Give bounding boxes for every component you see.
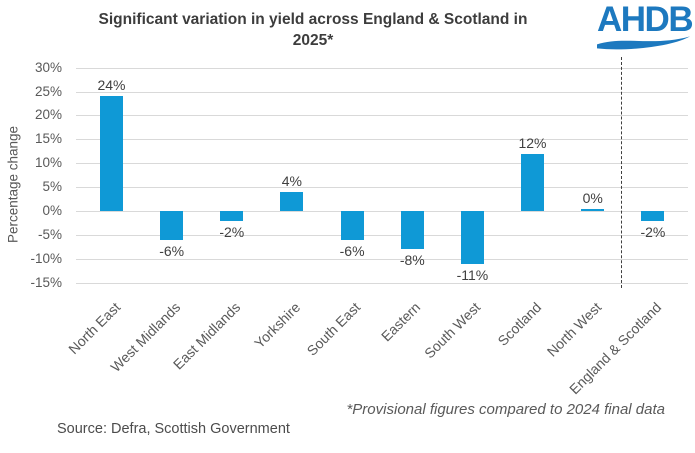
bar-eastern	[400, 211, 424, 250]
data-label-west-midlands: -6%	[159, 242, 185, 259]
y-axis-tick-label: -10%	[30, 250, 62, 266]
y-axis-tick-label: 10%	[34, 155, 62, 171]
data-label-east-midlands: -2%	[219, 223, 245, 240]
y-axis-tick-label: 0%	[42, 203, 62, 218]
ahdb-logo-text: AHDB	[597, 0, 694, 39]
chart-title-line2: 2025*	[292, 32, 334, 49]
data-label-south-east: -6%	[339, 242, 365, 259]
gridline	[76, 163, 688, 165]
y-axis-tick-label: -5%	[37, 226, 62, 242]
gridline	[76, 139, 688, 141]
y-axis-tick-label: 30%	[34, 59, 62, 75]
gridline	[76, 211, 688, 212]
ahdb-logo-wave-icon	[597, 36, 691, 50]
data-label-yorkshire: 4%	[281, 172, 302, 189]
x-axis-label-north-east: North East	[64, 299, 123, 358]
source-note: Source: Defra, Scottish Government	[57, 421, 290, 437]
bar-yorkshire	[280, 191, 304, 211]
y-axis-tick-label: 15%	[34, 131, 62, 147]
bar-north-west	[581, 209, 605, 211]
gridline	[76, 282, 688, 284]
gridline	[76, 91, 688, 93]
y-axis-tick-label: 20%	[34, 107, 62, 123]
bar-south-east	[340, 211, 364, 240]
gridline	[76, 67, 688, 69]
data-label-north-west: 0%	[582, 190, 603, 206]
bar-south-west	[460, 211, 484, 264]
england-scotland-separator-line	[621, 57, 622, 288]
data-label-england-scotland: -2%	[640, 223, 666, 240]
bar-england-scotland	[641, 211, 665, 221]
y-axis-tick-label: 5%	[42, 179, 62, 195]
gridline	[76, 187, 688, 189]
gridline	[76, 258, 688, 260]
data-label-eastern: -8%	[399, 252, 425, 269]
y-axis-tick-label: 25%	[34, 83, 62, 99]
ahdb-logo: AHDB	[597, 0, 694, 50]
chart-title: Significant variation in yield across En…	[28, 9, 598, 51]
y-axis-title: Percentage change	[5, 125, 21, 244]
chart-title-line1: Significant variation in yield across En…	[98, 11, 528, 28]
gridline	[76, 234, 688, 236]
data-label-south-west: -11%	[456, 266, 489, 283]
data-label-north-east: 24%	[97, 77, 126, 94]
gridline	[76, 115, 688, 117]
bar-east-midlands	[220, 211, 244, 221]
bar-west-midlands	[160, 211, 184, 240]
bar-scotland	[521, 153, 544, 211]
y-axis-tick-label: -15%	[30, 274, 62, 290]
data-label-scotland: 12%	[518, 134, 547, 151]
bar-north-east	[100, 96, 123, 211]
footnote: *Provisional figures compared to 2024 fi…	[346, 401, 665, 418]
